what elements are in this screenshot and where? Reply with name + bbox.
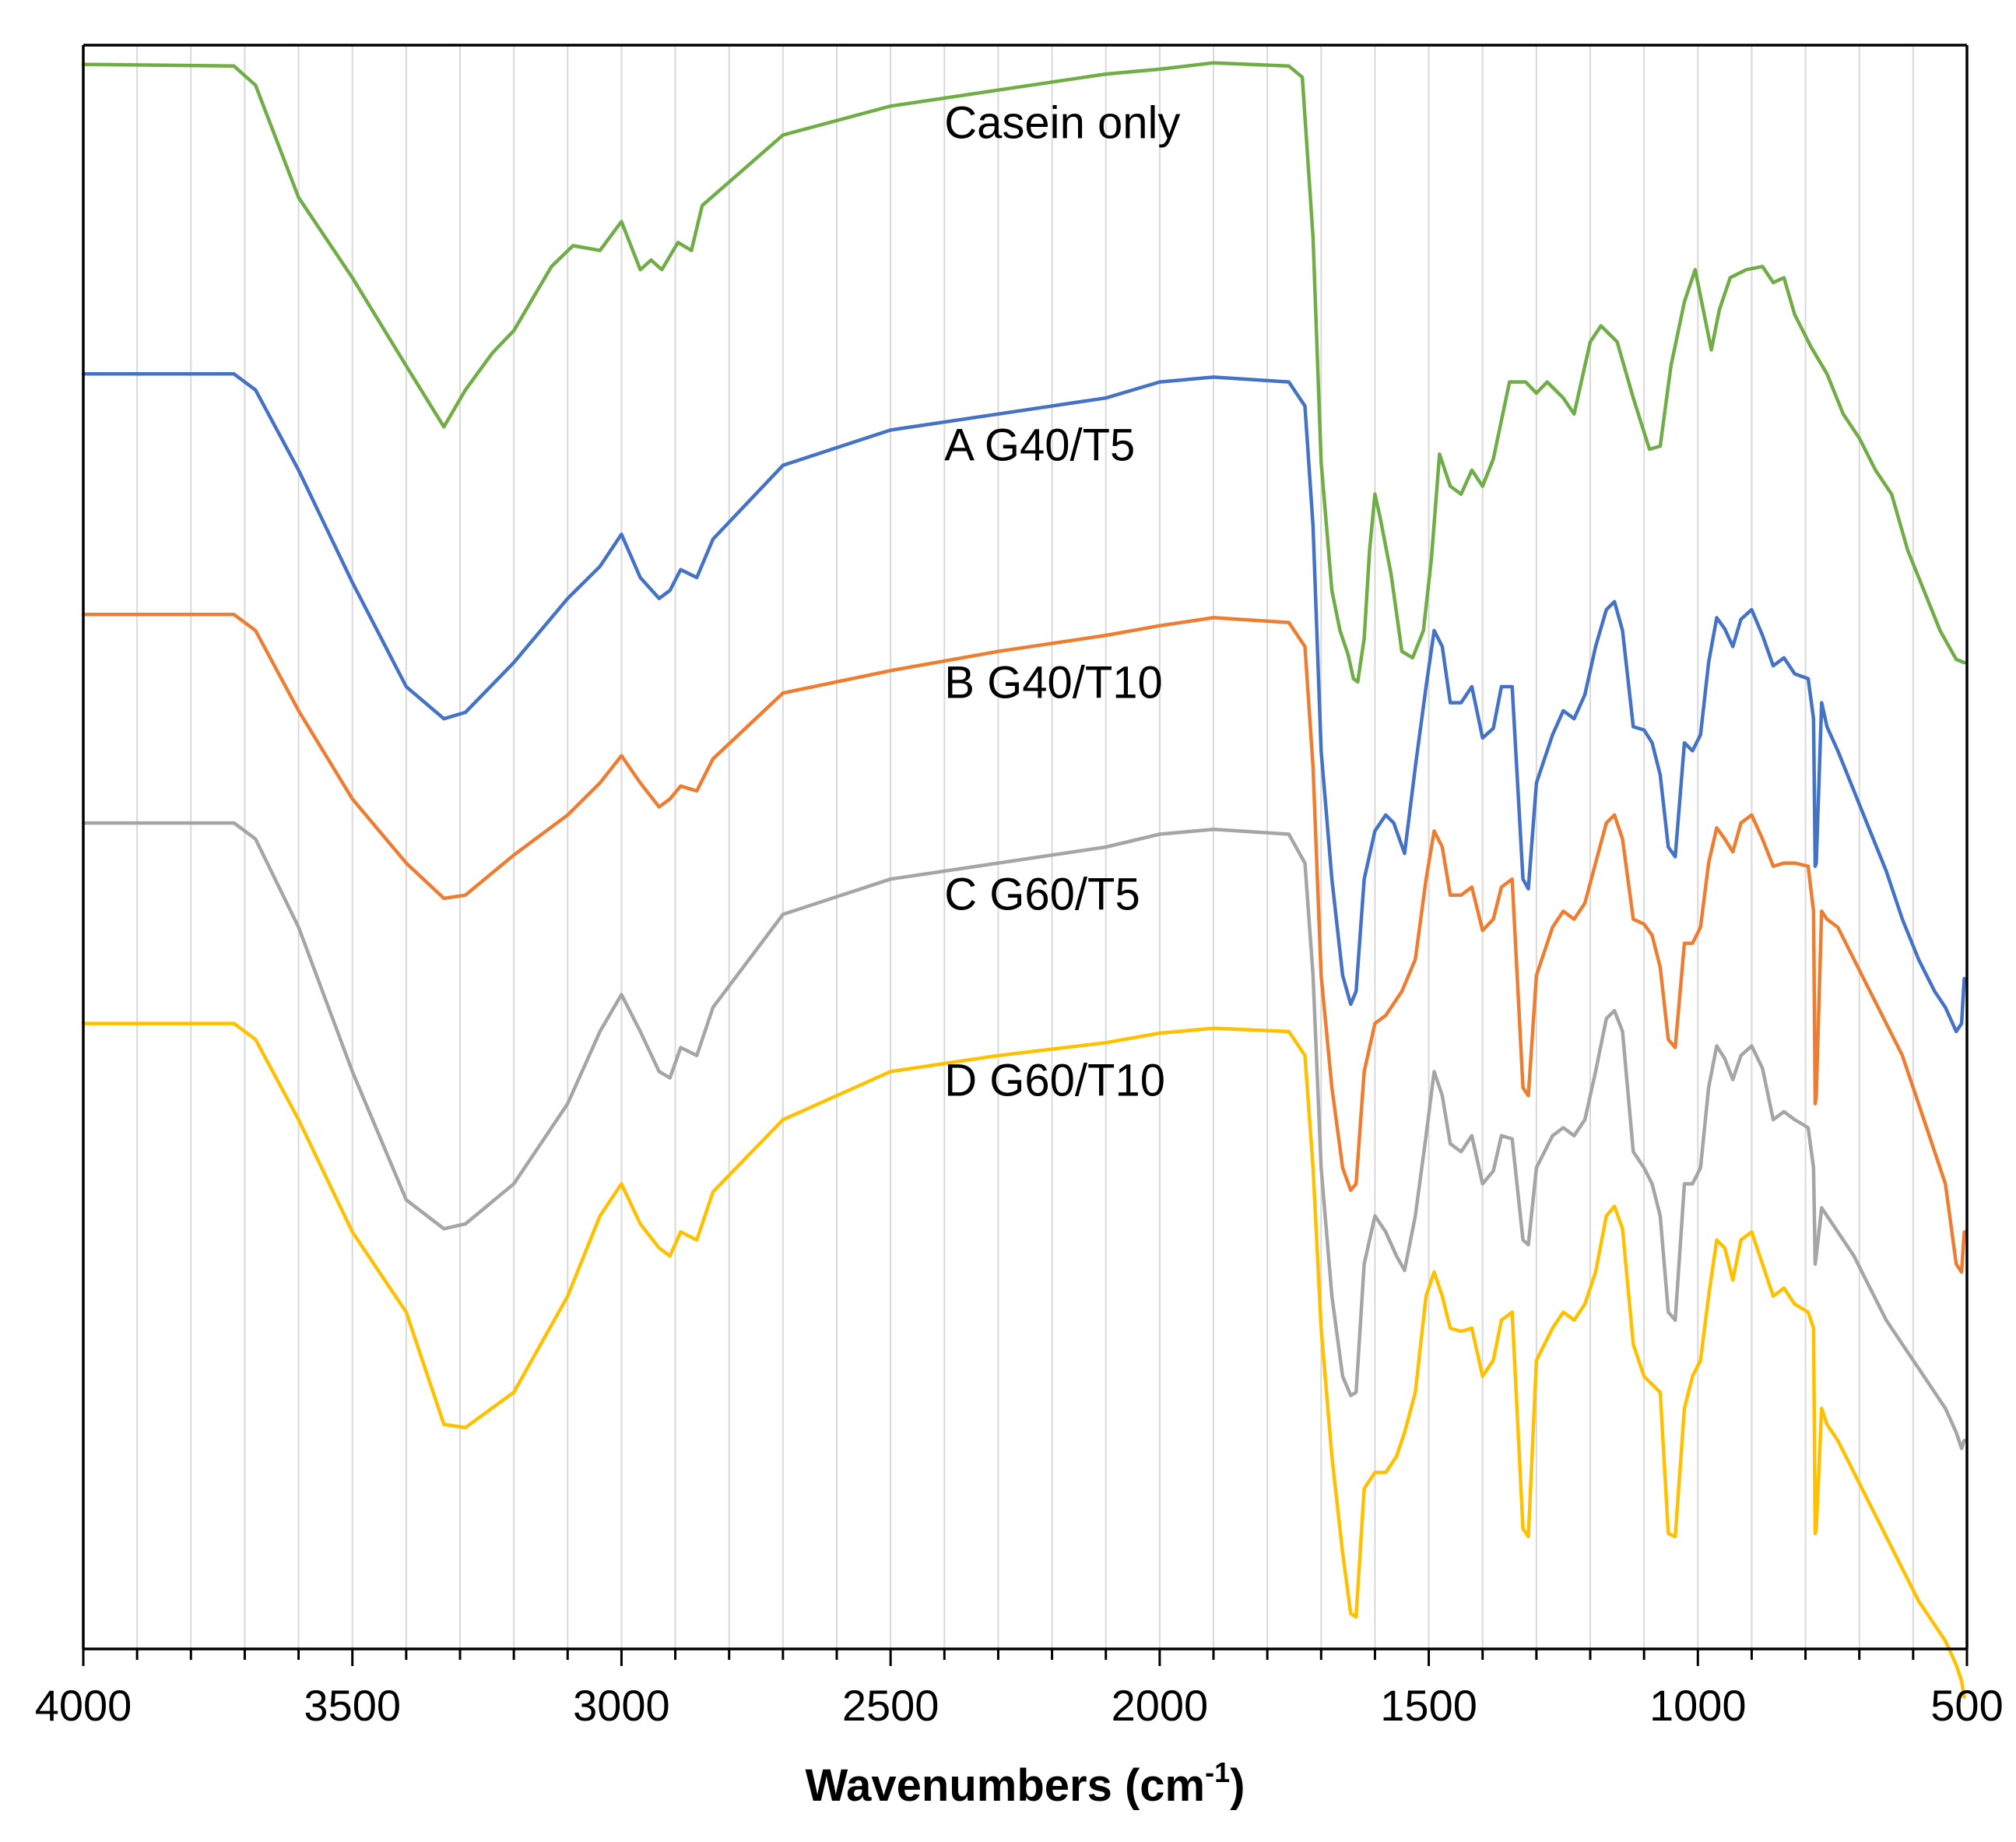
spectrum-lines [81,61,1966,1700]
series-label-2: B G40/T10 [944,657,1162,708]
x-tick-label-1500: 1500 [1380,1681,1477,1730]
series-labels: Casein only A G40/T5 B G40/T10 C G60/T5 D G6… [944,97,1180,1106]
x-tick-label-2000: 2000 [1112,1681,1209,1730]
x-axis-title: Wavenumbers (cm-1) [806,1756,1245,1811]
x-axis [82,44,1969,1650]
x-tick-label-4000: 4000 [35,1681,132,1730]
series-line-2 [81,613,1966,1274]
series-label-4: D G60/T10 [944,1055,1165,1106]
x-tick-label-3000: 3000 [573,1681,670,1730]
series-line-0 [81,61,1966,684]
series-label-0: Casein only [944,97,1180,148]
series-line-3 [81,821,1966,1450]
x-axis-ticks: 4000 3500 3000 2500 2000 1500 1000 500 [35,1649,2004,1730]
x-tick-label-3500: 3500 [304,1681,401,1730]
vertical-grid-lines [136,45,1914,1649]
x-tick-label-2500: 2500 [842,1681,940,1730]
x-tick-label-500: 500 [1930,1681,2003,1730]
series-label-3: C G60/T5 [944,869,1140,919]
x-tick-label-1000: 1000 [1649,1681,1747,1730]
series-line-1 [81,372,1966,1034]
series-label-1: A G40/T5 [944,420,1135,471]
series-line-4 [81,1021,1966,1700]
